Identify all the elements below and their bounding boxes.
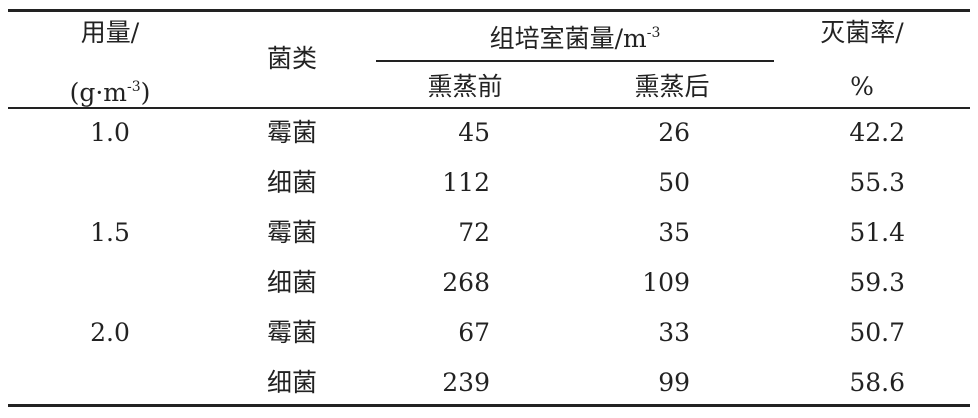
cell-type: 霉菌 <box>266 118 318 147</box>
header-dose-unit: (g·m-3) <box>69 78 151 107</box>
cell-after: 26 <box>658 118 690 147</box>
cell-after: 109 <box>642 268 690 297</box>
cell-before: 112 <box>442 168 490 197</box>
top-rule <box>8 9 970 12</box>
cell-after: 99 <box>658 368 690 397</box>
cell-after: 33 <box>658 318 690 347</box>
cell-rate: 59.3 <box>849 268 905 297</box>
cell-type: 细菌 <box>266 268 318 297</box>
cell-type: 细菌 <box>266 368 318 397</box>
header-before: 熏蒸前 <box>427 72 503 101</box>
cell-rate: 51.4 <box>849 218 905 247</box>
cell-before: 45 <box>458 118 490 147</box>
cell-dose: 2.0 <box>90 318 130 347</box>
cell-type: 细菌 <box>266 168 318 197</box>
header-rule <box>8 107 970 109</box>
cell-rate: 42.2 <box>849 118 905 147</box>
cell-before: 239 <box>442 368 490 397</box>
header-after: 熏蒸后 <box>634 72 710 101</box>
header-type: 菌类 <box>266 44 318 73</box>
cell-dose: 1.5 <box>90 218 130 247</box>
cell-after: 50 <box>658 168 690 197</box>
cell-type: 霉菌 <box>266 218 318 247</box>
cell-before: 67 <box>458 318 490 347</box>
header-dose: 用量/ <box>80 18 140 47</box>
header-count-group: 组培室菌量/m-3 <box>489 24 661 53</box>
cell-rate: 58.6 <box>849 368 905 397</box>
header-rate-unit: % <box>850 72 874 101</box>
cell-type: 霉菌 <box>266 318 318 347</box>
header-rate: 灭菌率/ <box>820 18 904 47</box>
cell-rate: 50.7 <box>849 318 905 347</box>
cell-rate: 55.3 <box>849 168 905 197</box>
cell-dose: 1.0 <box>90 118 130 147</box>
cell-after: 35 <box>658 218 690 247</box>
cell-before: 268 <box>442 268 490 297</box>
bottom-rule <box>8 404 970 407</box>
group-rule <box>376 60 774 62</box>
cell-before: 72 <box>458 218 490 247</box>
